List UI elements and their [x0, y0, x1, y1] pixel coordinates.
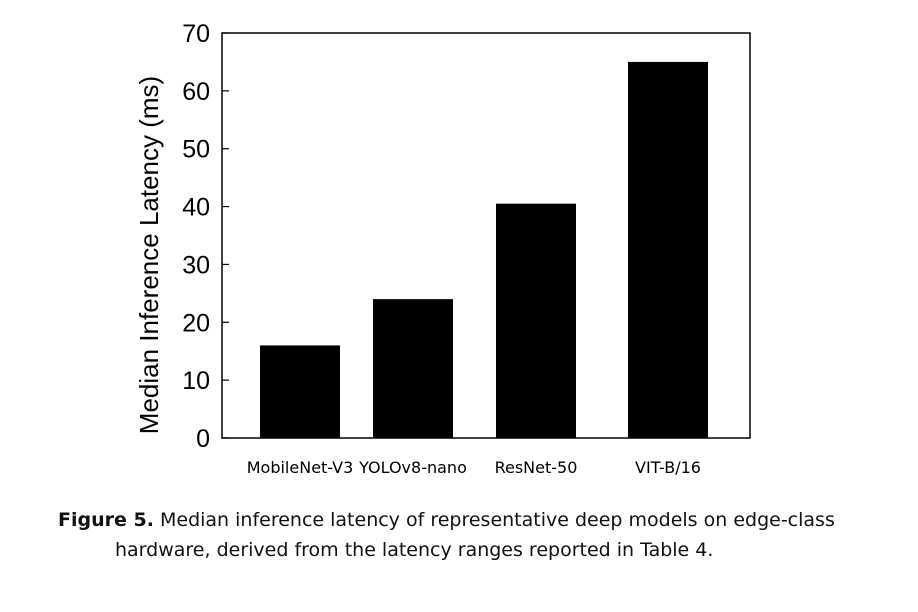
caption-label: Figure 5.: [58, 509, 154, 531]
x-tick-label: YOLOv8-nano: [358, 458, 467, 477]
x-tick-label: VIT-B/16: [635, 458, 701, 477]
y-tick-label: 20: [182, 309, 210, 337]
bar-resnet-50: [496, 203, 576, 438]
bar-vit-b-16: [628, 61, 708, 439]
y-tick-label: 30: [182, 251, 210, 279]
x-tick-label: MobileNet-V3: [247, 458, 354, 477]
x-tick-label: ResNet-50: [495, 458, 578, 477]
bars-group: [260, 61, 708, 439]
y-tick-label: 50: [182, 136, 210, 164]
caption-text-line2: hardware, derived from the latency range…: [115, 539, 714, 561]
y-axis-label: Median Inference Latency (ms): [134, 76, 164, 434]
y-tick-label: 70: [182, 20, 210, 48]
y-tick-label: 0: [196, 425, 210, 453]
y-tick-label: 60: [182, 78, 210, 106]
y-tick-label: 10: [182, 367, 210, 395]
bar-mobilenet-v3: [260, 345, 340, 438]
bar-yolov8-nano: [373, 299, 453, 438]
x-ticks-group: MobileNet-V3 YOLOv8-nano ResNet-50 VIT-B/16: [247, 458, 701, 477]
figure-caption: Figure 5. Median inference latency of re…: [58, 505, 878, 565]
caption-text-line1: Median inference latency of representati…: [159, 509, 835, 531]
y-tick-label: 40: [182, 194, 210, 222]
bar-chart: 0 10 20 30 40 50 60 70 MobileNet-V3 YOLOv8-nano R…: [134, 20, 751, 477]
plot-frame: [221, 32, 751, 439]
y-ticks-group: 0 10 20 30 40 50 60 70: [182, 20, 229, 453]
